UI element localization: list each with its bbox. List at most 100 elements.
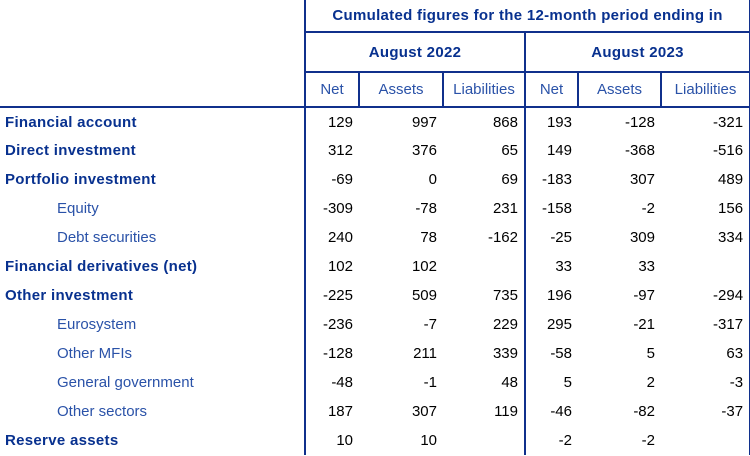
column-header-net-2022: Net: [304, 72, 359, 108]
row-label: Reserve assets: [5, 432, 119, 449]
value-cell: -309: [304, 194, 359, 223]
header-spacer: [0, 0, 305, 32]
value-cell: 229: [492, 316, 518, 333]
row-label: Other sectors: [57, 403, 148, 420]
row-label: Other MFIs: [57, 345, 133, 362]
value-cell: 312: [304, 136, 359, 165]
row-label: Portfolio investment: [5, 171, 157, 188]
value-cell: -225: [304, 281, 359, 310]
value-cell: -128: [624, 113, 655, 131]
value-cell: 5: [524, 368, 578, 397]
value-cell: -317: [661, 310, 750, 339]
value-cell: -368: [624, 142, 655, 159]
value-cell: [661, 426, 750, 455]
value-cell: -2: [524, 426, 578, 455]
header-spacer: [0, 72, 305, 108]
value-cell: -294: [661, 281, 750, 310]
table-row: Reserve assets 10 10 -2 -2: [0, 426, 750, 455]
value-cell: 376: [411, 142, 437, 159]
value-cell: 339: [492, 345, 518, 362]
table-row: Direct investment 312 376 65 149 -368 -516: [0, 136, 750, 165]
column-header-assets-2023: Assets: [577, 72, 661, 108]
value-cell: 10: [304, 426, 359, 455]
value-cell: 735: [492, 287, 518, 304]
value-cell: -58: [524, 339, 578, 368]
column-header-row: Net Assets Liabilities Net Assets Liabil…: [0, 72, 750, 108]
column-header-liabilities-2023: Liabilities: [659, 72, 750, 108]
column-header-assets-2022: Assets: [358, 72, 443, 108]
title-row: Cumulated figures for the 12-month perio…: [0, 0, 750, 33]
value-cell: 69: [501, 171, 518, 188]
value-cell: 48: [501, 374, 518, 391]
value-cell: -183: [524, 165, 578, 194]
table-row: Financial derivatives (net) 102 102 33 33: [0, 252, 750, 281]
value-cell: 10: [420, 432, 437, 449]
value-cell: 5: [646, 345, 655, 362]
value-cell: 489: [661, 165, 750, 194]
value-cell: 193: [524, 107, 578, 136]
period-header-row: August 2022 August 2023: [0, 32, 750, 73]
header-spacer: [0, 32, 305, 72]
value-cell: -162: [487, 229, 518, 246]
row-label: Financial derivatives (net): [5, 258, 198, 275]
table-row: Financial account 129 997 868 193 -128 -321: [0, 107, 750, 136]
table-row: Other MFIs -128 211 339 -58 5 63: [0, 339, 750, 368]
period-header-august-2023: August 2023: [523, 32, 750, 73]
column-header-liabilities-2022: Liabilities: [442, 72, 525, 108]
value-cell: 63: [661, 339, 750, 368]
value-cell: 868: [492, 113, 518, 131]
row-label: Direct investment: [5, 142, 136, 159]
value-cell: 78: [420, 229, 437, 246]
value-cell: 33: [524, 252, 578, 281]
table-row: General government -48 -1 48 5 2 -3: [0, 368, 750, 397]
value-cell: -2: [641, 432, 655, 449]
table-row: Eurosystem -236 -7 229 295 -21 -317: [0, 310, 750, 339]
value-cell: 33: [638, 258, 655, 275]
value-cell: -7: [423, 316, 437, 333]
row-label: Other investment: [5, 287, 134, 304]
value-cell: 102: [304, 252, 359, 281]
value-cell: 0: [428, 171, 437, 188]
value-cell: -236: [304, 310, 359, 339]
value-cell: [661, 252, 750, 281]
value-cell: 509: [411, 287, 437, 304]
value-cell: 309: [629, 229, 655, 246]
value-cell: 295: [524, 310, 578, 339]
value-cell: -21: [633, 316, 655, 333]
value-cell: 187: [304, 397, 359, 426]
value-cell: -25: [524, 223, 578, 252]
value-cell: -2: [641, 200, 655, 217]
table-title: Cumulated figures for the 12-month perio…: [303, 0, 750, 33]
value-cell: 307: [629, 171, 655, 188]
row-label: General government: [57, 374, 194, 391]
value-cell: -128: [304, 339, 359, 368]
table-row: Equity -309 -78 231 -158 -2 156: [0, 194, 750, 223]
value-cell: -97: [633, 287, 655, 304]
value-cell: 2: [646, 374, 655, 391]
value-cell: 156: [661, 194, 750, 223]
value-cell: -37: [661, 397, 750, 426]
value-cell: 119: [494, 403, 518, 420]
value-cell: 102: [411, 258, 437, 275]
value-cell: 196: [524, 281, 578, 310]
row-label: Financial account: [5, 113, 137, 131]
value-cell: 997: [411, 113, 437, 131]
value-cell: -3: [661, 368, 750, 397]
table-row: Debt securities 240 78 -162 -25 309 334: [0, 223, 750, 252]
value-cell: 65: [501, 142, 518, 159]
table-row: Other investment -225 509 735 196 -97 -294: [0, 281, 750, 310]
value-cell: 240: [304, 223, 359, 252]
value-cell: [443, 252, 525, 281]
value-cell: -82: [633, 403, 655, 420]
period-header-august-2022: August 2022: [304, 32, 525, 73]
row-label: Debt securities: [57, 229, 157, 246]
value-cell: -46: [524, 397, 578, 426]
value-cell: -1: [423, 374, 437, 391]
column-header-net-2023: Net: [524, 72, 578, 108]
value-cell: 149: [524, 136, 578, 165]
value-cell: 307: [411, 403, 437, 420]
value-cell: 211: [413, 345, 437, 362]
value-cell: -516: [661, 136, 750, 165]
